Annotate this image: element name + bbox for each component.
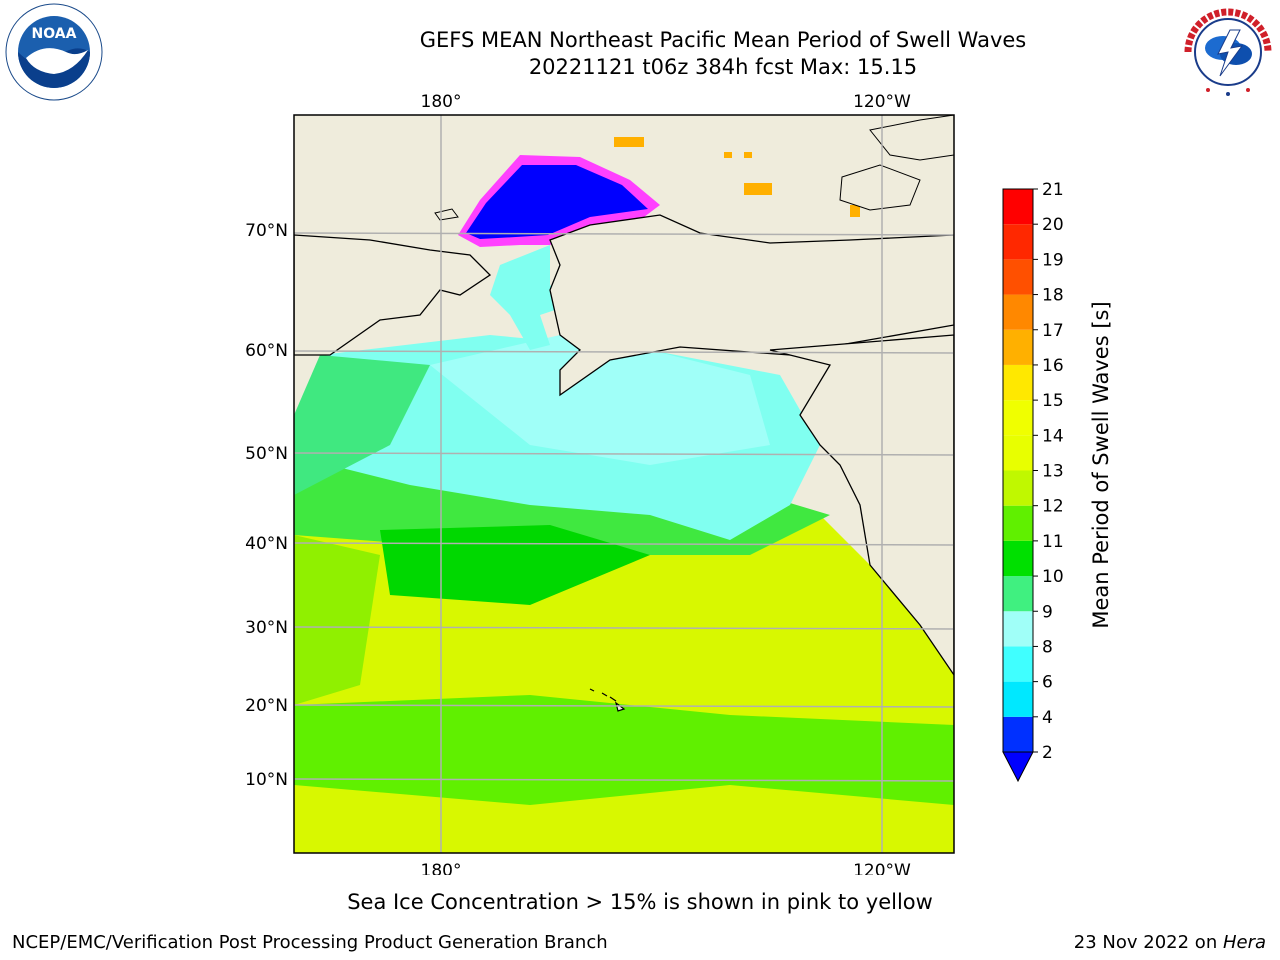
colorbar-tick-label: 11 xyxy=(1042,532,1064,552)
map-plot-area xyxy=(294,115,954,853)
lon-label-bottom: 120°W xyxy=(853,861,911,875)
colorbar-tick-label: 17 xyxy=(1042,321,1064,341)
colorbar-label: Mean Period of Swell Waves [s] xyxy=(1089,301,1113,628)
colorbar-segment xyxy=(1003,611,1033,647)
lat-label: 20°N xyxy=(245,696,288,716)
noaa-logo: NOAA xyxy=(5,3,103,101)
colorbar-tick-label: 21 xyxy=(1042,180,1064,200)
sea-ice-patch xyxy=(614,137,644,147)
lat-label: 40°N xyxy=(245,534,288,554)
colorbar-tick-label: 8 xyxy=(1042,637,1053,657)
colorbar-segment xyxy=(1003,540,1033,577)
ocean-field-west-lime xyxy=(294,535,380,705)
lat-label: 30°N xyxy=(245,618,288,638)
lon-label-bottom: 180° xyxy=(421,861,462,875)
noaa-logo-text: NOAA xyxy=(32,26,77,42)
lat-label: 10°N xyxy=(245,770,288,790)
footer-date-text: 23 Nov 2022 on xyxy=(1073,932,1223,953)
map-figure: 180° 120°W 180° 120°W 70°N 60°N 50°N 40°… xyxy=(245,92,955,875)
hawaii-islands xyxy=(589,688,626,712)
ocean-field-south-green-band xyxy=(294,695,954,805)
colorbar: 2 4 6 8 9 10 11 12 13 14 15 16 17 18 19 20 21 Mean Perio… xyxy=(1002,180,1113,783)
colorbar-tick-label: 9 xyxy=(1042,602,1053,622)
colorbar-tick-label: 16 xyxy=(1042,356,1064,376)
arctic-low-period-area xyxy=(466,165,648,239)
colorbar-tick-label: 14 xyxy=(1042,426,1064,446)
colorbar-tick-label: 4 xyxy=(1042,708,1053,728)
lat-label: 60°N xyxy=(245,341,288,361)
map-frame xyxy=(293,114,955,854)
colorbar-tick-label: 10 xyxy=(1042,567,1064,587)
arctic-island xyxy=(839,164,921,211)
colorbar-tick-label: 2 xyxy=(1042,743,1053,763)
chart-subtitle: 20221121 t06z 384h fcst Max: 15.15 xyxy=(528,55,918,79)
colorbar-segment xyxy=(1003,716,1033,752)
footer-machine: Hera xyxy=(1222,932,1266,953)
colorbar-tick-label: 12 xyxy=(1042,497,1064,517)
ocean-field-west-green xyxy=(294,355,430,495)
colorbar-tick-label: 6 xyxy=(1042,673,1053,693)
colorbar-segment xyxy=(1003,189,1033,225)
sea-ice-note: Sea Ice Concentration > 15% is shown in … xyxy=(347,890,933,914)
sea-ice-patch xyxy=(744,152,752,158)
graticule xyxy=(294,115,954,853)
colorbar-segment xyxy=(1003,576,1033,612)
colorbar-segment xyxy=(1003,329,1033,365)
colorbar-segments xyxy=(1002,188,1034,753)
colorbar-segment xyxy=(1003,400,1033,436)
colorbar-segment xyxy=(1003,681,1033,717)
arctic-island xyxy=(869,115,954,161)
bering-sea-ice-zone xyxy=(490,245,570,350)
colorbar-segment xyxy=(1003,435,1033,471)
colorbar-segment xyxy=(1003,505,1033,541)
ocean-field-light-cyan xyxy=(430,335,770,465)
colorbar-segment xyxy=(1003,294,1033,330)
lat-label: 50°N xyxy=(245,444,288,464)
colorbar-tick-label: 19 xyxy=(1042,250,1064,270)
chart-title: GEFS MEAN Northeast Pacific Mean Period … xyxy=(419,28,1027,52)
colorbar-segment xyxy=(1003,259,1033,295)
lon-label-top: 180° xyxy=(421,92,462,112)
colorbar-segment xyxy=(1003,224,1033,260)
north-america-land xyxy=(769,334,954,677)
nws-logo xyxy=(1180,4,1276,100)
footer-credit: NCEP/EMC/Verification Post Processing Pr… xyxy=(12,932,608,953)
colorbar-tick-label: 15 xyxy=(1042,391,1064,411)
lon-label-top: 120°W xyxy=(853,92,911,112)
colorbar-tick-label: 18 xyxy=(1042,286,1064,306)
colorbar-tick-label: 20 xyxy=(1042,215,1064,235)
colorbar-segment xyxy=(1003,470,1033,506)
footer-date: 23 Nov 2022 on Hera xyxy=(1074,932,1266,953)
colorbar-extend-triangle xyxy=(1002,751,1034,783)
ocean-field-green-patch xyxy=(380,525,650,605)
colorbar-segment xyxy=(1003,646,1033,682)
sea-ice-patch xyxy=(744,183,772,195)
colorbar-segment xyxy=(1003,364,1033,401)
colorbar-tick-label: 13 xyxy=(1042,462,1064,482)
sea-ice-patch xyxy=(850,205,860,217)
sea-ice-patch xyxy=(724,152,732,158)
lat-label: 70°N xyxy=(245,221,288,241)
